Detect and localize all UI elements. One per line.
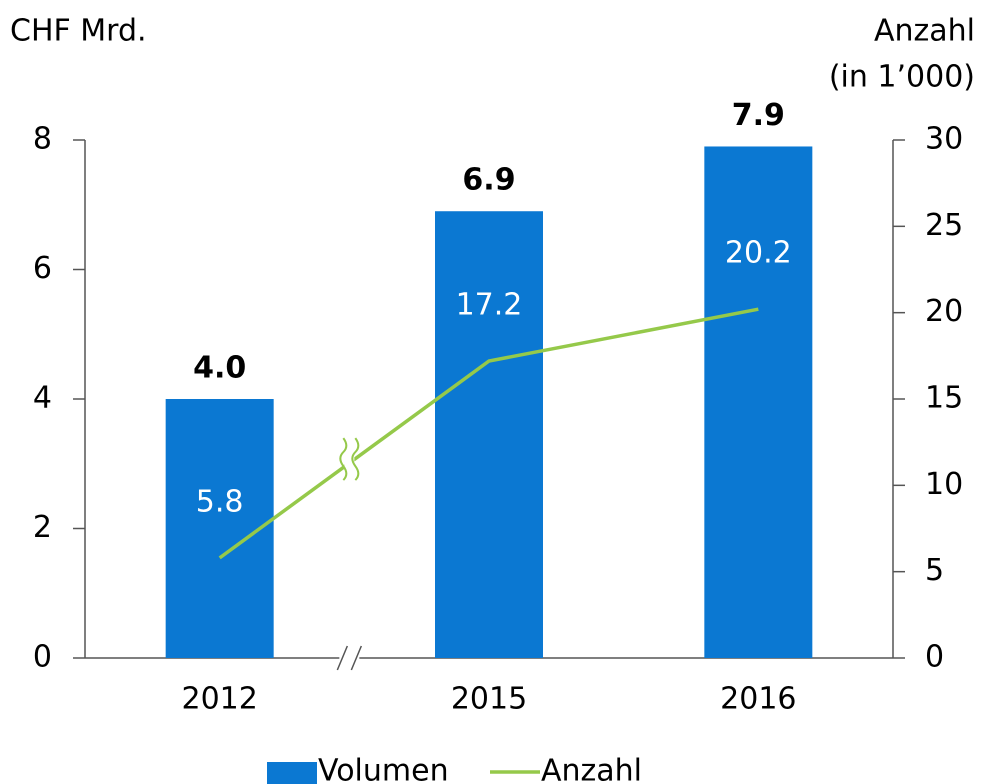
y2-tick-label: 0: [925, 640, 944, 675]
y-tick-label: 4: [33, 381, 52, 416]
bar-value-label: 7.9: [732, 98, 785, 133]
x-tick-label: 2016: [720, 682, 796, 717]
axis-break: [339, 644, 360, 672]
y2-axis-label: (in 1’000): [829, 60, 975, 95]
y-tick-label: 6: [33, 251, 52, 286]
bar-value-label: 6.9: [462, 163, 515, 198]
line-value-label: 17.2: [456, 288, 523, 323]
y-tick-label: 0: [33, 640, 52, 675]
y2-tick-label: 5: [925, 553, 944, 588]
y2-tick-label: 15: [925, 381, 963, 416]
line: [218, 307, 759, 560]
y-axis-label: CHF Mrd.: [10, 14, 147, 49]
line-break: [339, 437, 360, 481]
line-value-label: 20.2: [725, 236, 792, 271]
x-tick-label: 2012: [181, 682, 257, 717]
line-value-label: 5.8: [196, 484, 244, 519]
y-tick-label: 8: [33, 122, 52, 157]
line-break: [344, 449, 355, 478]
bar-value-label: 4.0: [193, 351, 246, 386]
y2-tick-label: 10: [925, 467, 963, 502]
legend-swatch: [267, 762, 317, 784]
bar: [704, 146, 813, 658]
y2-tick-label: 25: [925, 208, 963, 243]
y2-axis-label: Anzahl: [874, 14, 975, 49]
y2-tick-label: 30: [925, 122, 963, 157]
x-tick-label: 2015: [451, 682, 527, 717]
bar: [435, 211, 543, 658]
axis-break: [336, 645, 363, 671]
legend-label: Volumen: [318, 754, 449, 784]
legend-label: Anzahl: [541, 754, 642, 784]
bar: [165, 399, 274, 658]
y-tick-label: 2: [33, 510, 52, 545]
y2-tick-label: 20: [925, 294, 963, 329]
